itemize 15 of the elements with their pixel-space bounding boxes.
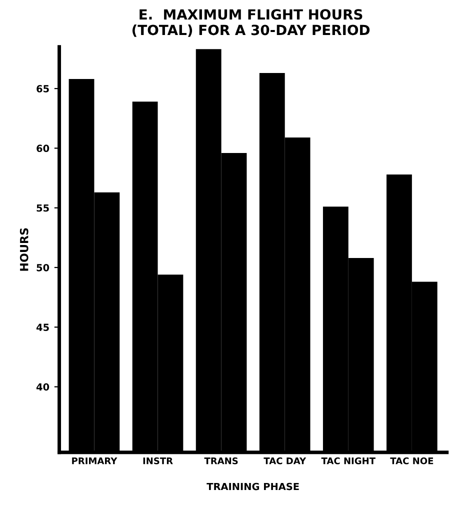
x-tick-label: TAC DAY	[264, 457, 306, 464]
y-tick-label: 40	[36, 383, 50, 391]
chart-title: E. MAXIMUM FLIGHT HOURS (TOTAL) FOR A 30-DAY PERIOD	[132, 9, 370, 37]
x-tick-label: TAC NIGHT	[321, 457, 376, 464]
x-tick-label: INSTR	[143, 457, 173, 464]
x-axis-title: TRAINING PHASE	[206, 482, 299, 490]
y-tick-label: 55	[36, 204, 49, 212]
x-tick-label: TRANS	[204, 457, 238, 464]
x-tick-label: PRIMARY	[72, 458, 118, 464]
y-tick-label: 65	[36, 85, 49, 92]
y-axis-title: HOURS	[20, 228, 28, 271]
y-tick-label: 60	[36, 144, 50, 152]
y-tick-label: 45	[36, 324, 49, 331]
x-tick-label: TAC NOE	[390, 457, 434, 464]
y-tick-label: 50	[36, 264, 50, 272]
